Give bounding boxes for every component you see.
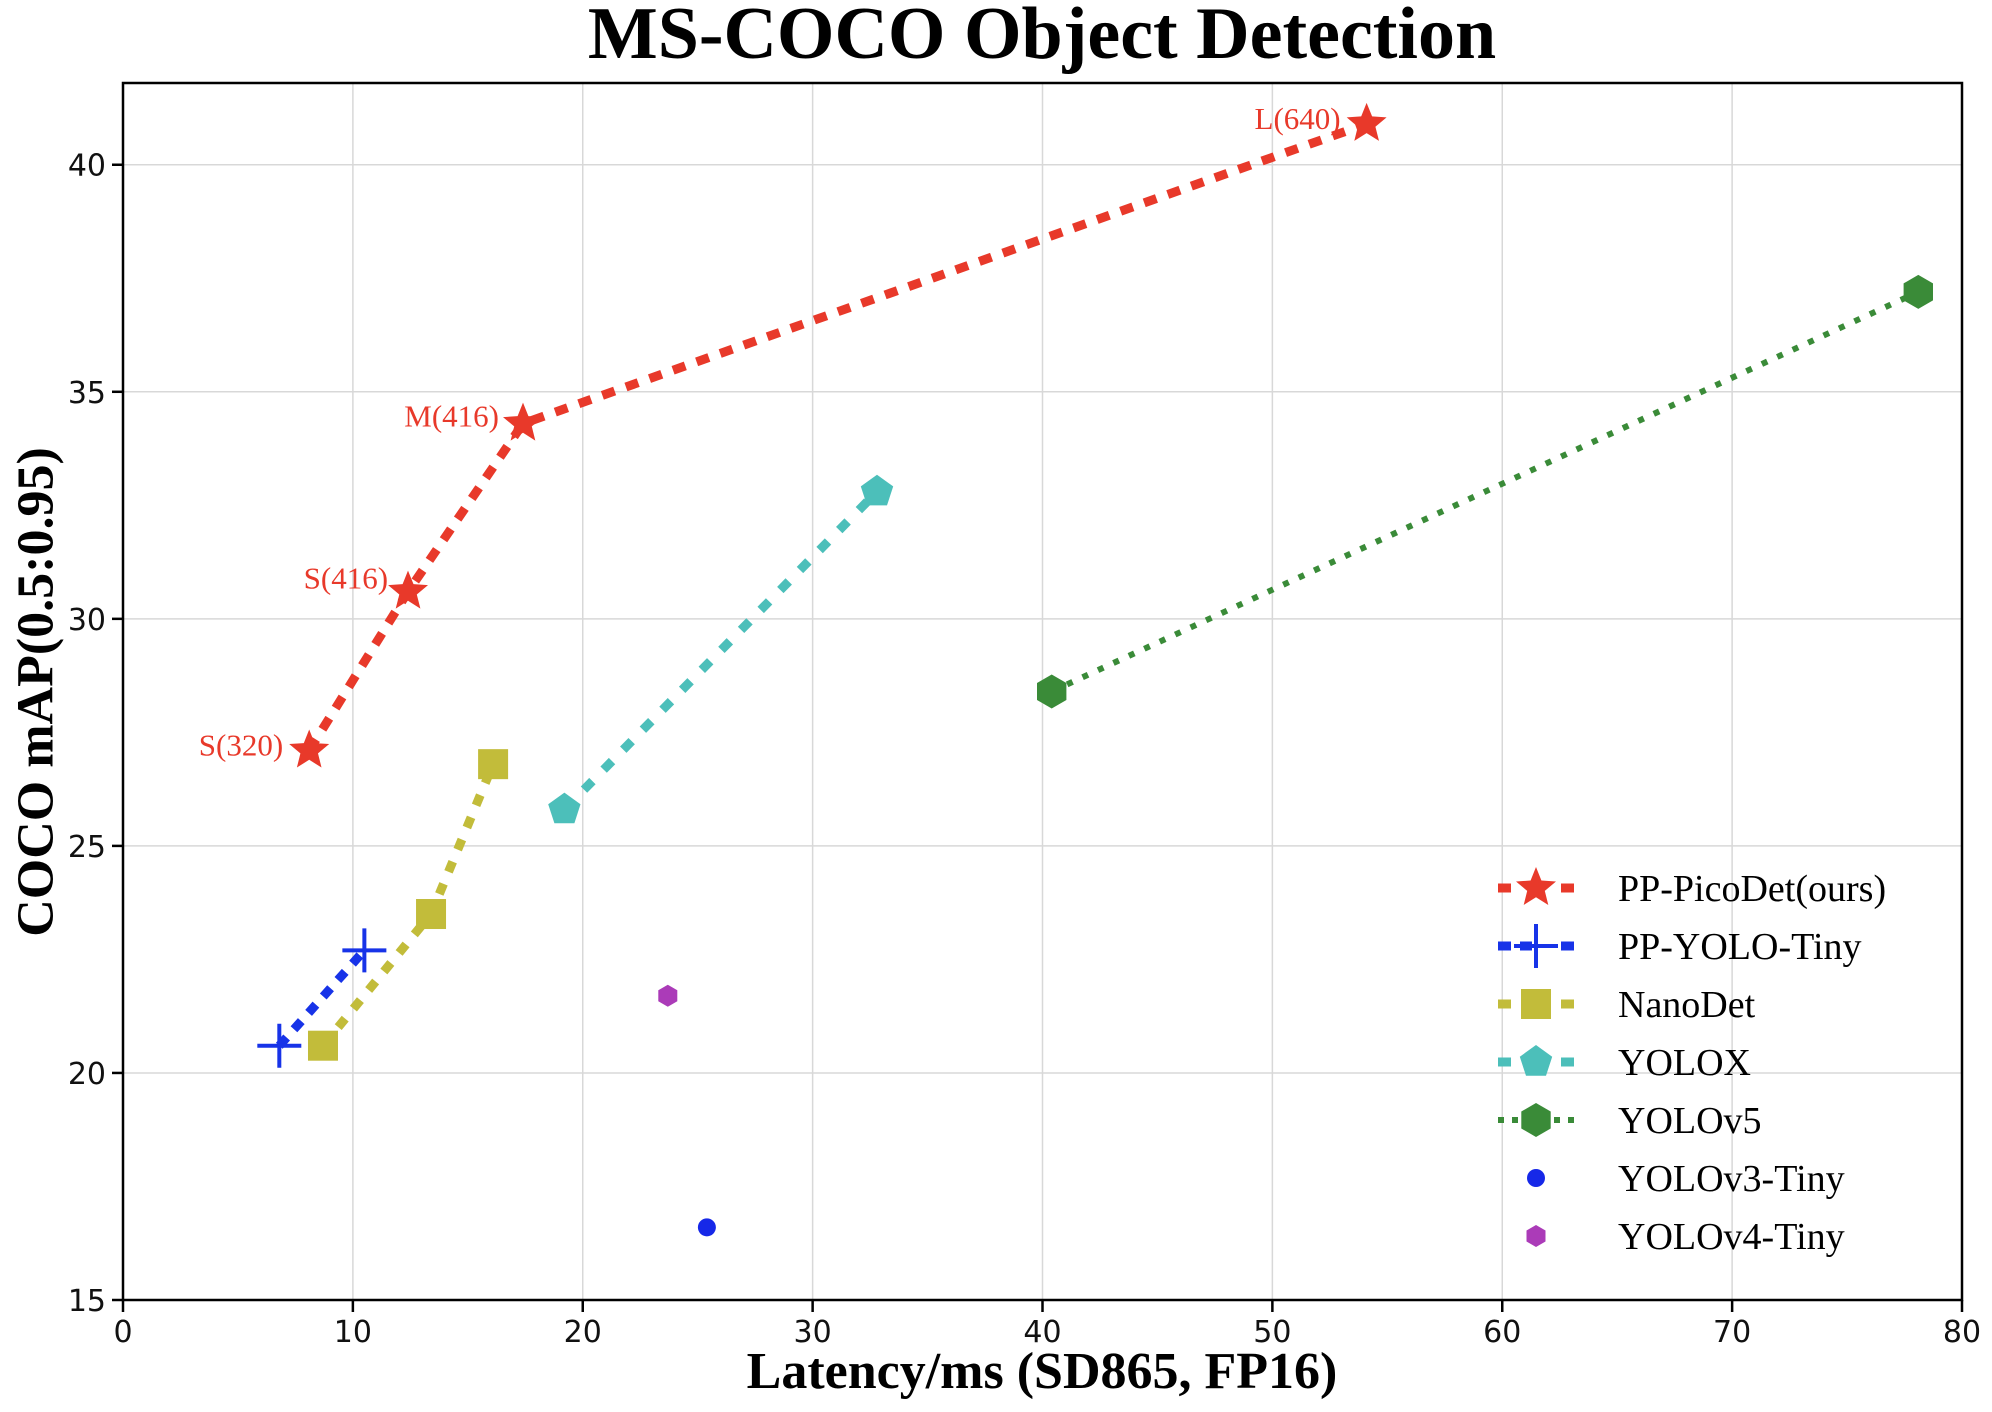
x-tick-label-60: 60 [1483, 1315, 1521, 1350]
legend: PP-PicoDet(ours) PP-YOLO-Tiny NanoDet YOLOX… [1498, 867, 1886, 1258]
marker-PP-PicoDet(ours)-3 [1346, 102, 1387, 141]
legend-dash [1561, 883, 1574, 893]
marker-NanoDet-1 [416, 899, 447, 930]
legend-marker-pentagon [1519, 1045, 1553, 1076]
legend-item-PP-YOLO-Tiny: PP-YOLO-Tiny [1498, 924, 1862, 968]
marker-PP-PicoDet(ours)-1 [388, 570, 428, 609]
legend-item-YOLOv4-Tiny: YOLOv4-Tiny [1526, 1216, 1845, 1258]
x-tick-label-40: 40 [1023, 1315, 1061, 1350]
legend-item-YOLOv5: YOLOv5 [1498, 1100, 1762, 1142]
legend-marker-star [1516, 867, 1556, 905]
x-tick-label-20: 20 [564, 1315, 602, 1350]
marker-YOLOv5-1 [1903, 274, 1933, 309]
legend-dash [1498, 999, 1511, 1009]
legend-item-YOLOX: YOLOX [1498, 1042, 1751, 1084]
annotation-S(416): S(416) [304, 561, 388, 596]
marker-PP-PicoDet(ours)-2 [503, 402, 543, 441]
x-tick-label-80: 80 [1943, 1315, 1981, 1350]
series-line-3 [561, 488, 881, 813]
legend-dash [1498, 941, 1511, 951]
legend-label-YOLOv5: YOLOv5 [1618, 1100, 1762, 1142]
legend-marker-square [1521, 989, 1551, 1019]
legend-label-YOLOv3-Tiny: YOLOv3-Tiny [1618, 1158, 1845, 1200]
legend-dash [1561, 1057, 1574, 1067]
legend-dash [1561, 941, 1574, 951]
x-tick-label-50: 50 [1253, 1315, 1291, 1350]
y-axis-label: COCO mAP(0.5:0.95) [7, 447, 65, 937]
marker-YOLOv3-Tiny-0 [697, 1218, 716, 1237]
series-line-0 [305, 119, 1369, 753]
legend-marker-circle [1527, 1169, 1545, 1187]
x-tick-label-70: 70 [1713, 1315, 1751, 1350]
legend-dash [1498, 1057, 1511, 1067]
x-tick-label-0: 0 [113, 1315, 132, 1350]
legend-dot [1554, 1117, 1560, 1123]
y-tick-label-30: 30 [68, 603, 106, 638]
y-tick-label-35: 35 [68, 376, 106, 411]
marker-YOLOv4-Tiny-0 [658, 984, 678, 1007]
legend-dot [1498, 1117, 1504, 1123]
y-tick-label-40: 40 [68, 149, 106, 184]
legend-dot [1568, 1117, 1574, 1123]
legend-item-YOLOv3-Tiny: YOLOv3-Tiny [1527, 1158, 1845, 1200]
marker-YOLOX-0 [548, 792, 581, 824]
y-tick-label-25: 25 [68, 830, 106, 865]
marker-YOLOv5-0 [1037, 674, 1067, 709]
marker-NanoDet-2 [478, 749, 509, 780]
marker-PP-PicoDet(ours)-0 [289, 729, 330, 768]
annotation-L(640): L(640) [1255, 101, 1341, 136]
legend-dash [1498, 883, 1511, 893]
marker-YOLOX-1 [860, 474, 894, 506]
annotation-M(416): M(416) [404, 399, 499, 434]
chart-title: MS-COCO Object Detection [587, 0, 1497, 75]
marker-NanoDet-0 [307, 1030, 338, 1061]
legend-label-PP-YOLO-Tiny: PP-YOLO-Tiny [1618, 926, 1862, 968]
x-tick-label-10: 10 [334, 1315, 372, 1350]
series-line-4 [1050, 289, 1920, 695]
legend-item-NanoDet: NanoDet [1498, 984, 1756, 1026]
annotation-S(320): S(320) [199, 728, 283, 763]
legend-marker-hexagon [1521, 1103, 1551, 1137]
legend-dash [1561, 999, 1574, 1009]
legend-label-NanoDet: NanoDet [1618, 984, 1756, 1026]
legend-label-YOLOX: YOLOX [1618, 1042, 1751, 1084]
x-axis-label: Latency/ms (SD865, FP16) [746, 1343, 1338, 1400]
legend-item-PP-PicoDet(ours): PP-PicoDet(ours) [1498, 867, 1886, 910]
series-line-2 [319, 762, 498, 1049]
legend-dot [1512, 1117, 1518, 1123]
legend-label-PP-PicoDet(ours): PP-PicoDet(ours) [1618, 868, 1886, 910]
legend-marker-hexagon [1526, 1225, 1546, 1247]
y-tick-label-20: 20 [68, 1057, 106, 1092]
y-tick-label-15: 15 [68, 1284, 106, 1319]
x-tick-label-30: 30 [794, 1315, 832, 1350]
legend-label-YOLOv4-Tiny: YOLOv4-Tiny [1618, 1216, 1845, 1258]
